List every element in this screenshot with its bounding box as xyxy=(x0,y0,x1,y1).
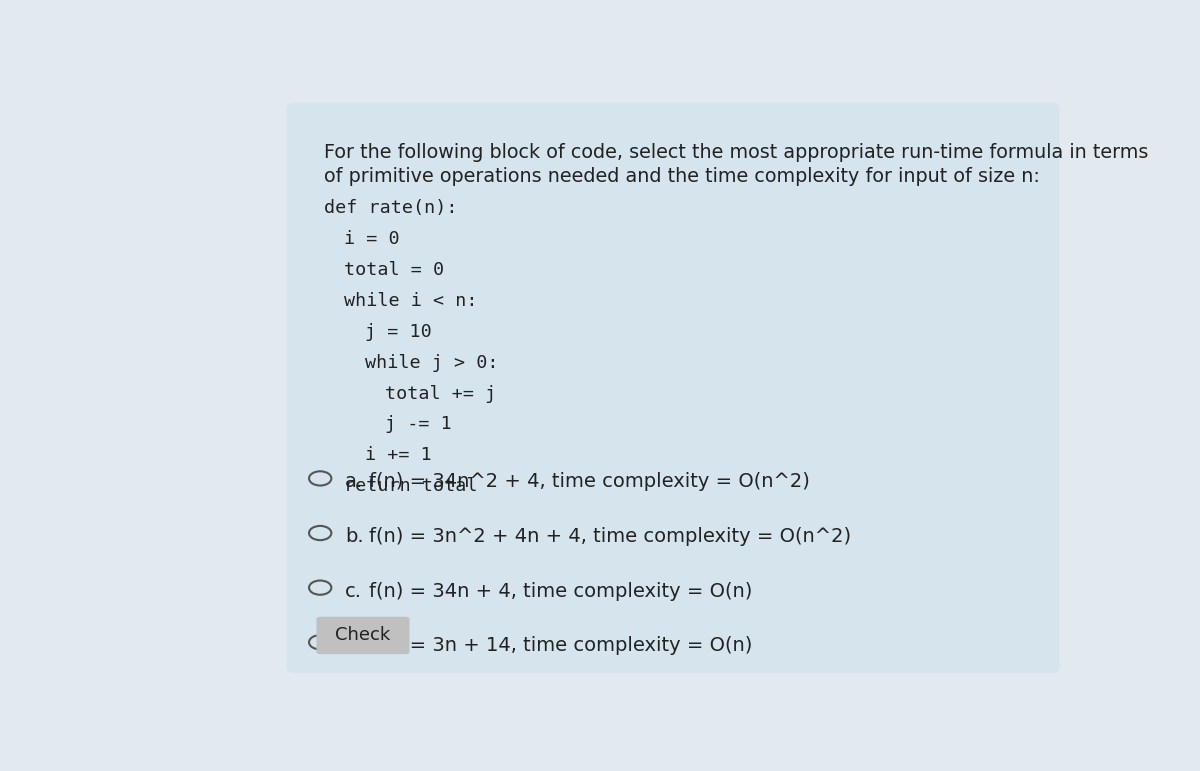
FancyBboxPatch shape xyxy=(317,617,409,654)
Text: while i < n:: while i < n: xyxy=(344,292,478,310)
Text: i += 1: i += 1 xyxy=(365,446,432,464)
Text: c.: c. xyxy=(346,581,362,601)
Text: while j > 0:: while j > 0: xyxy=(365,354,498,372)
Text: j -= 1: j -= 1 xyxy=(385,416,452,433)
Text: f(n) = 3n^2 + 4n + 4, time complexity = O(n^2): f(n) = 3n^2 + 4n + 4, time complexity = … xyxy=(368,527,851,546)
Text: f(n) = 34n^2 + 4, time complexity = O(n^2): f(n) = 34n^2 + 4, time complexity = O(n^… xyxy=(368,473,810,491)
Text: def rate(n):: def rate(n): xyxy=(324,200,457,217)
FancyBboxPatch shape xyxy=(287,103,1060,673)
Text: return total: return total xyxy=(344,477,478,495)
Text: j = 10: j = 10 xyxy=(365,323,432,341)
Text: Check: Check xyxy=(335,626,390,645)
Text: total += j: total += j xyxy=(385,385,497,402)
Text: For the following block of code, select the most appropriate run-time formula in: For the following block of code, select … xyxy=(324,143,1148,162)
Text: b.: b. xyxy=(346,527,364,546)
Text: d.: d. xyxy=(346,636,364,655)
Text: a.: a. xyxy=(346,473,364,491)
Text: f(n) = 34n + 4, time complexity = O(n): f(n) = 34n + 4, time complexity = O(n) xyxy=(368,581,752,601)
Text: f(n) = 3n + 14, time complexity = O(n): f(n) = 3n + 14, time complexity = O(n) xyxy=(368,636,752,655)
Text: total = 0: total = 0 xyxy=(344,261,444,279)
Text: of primitive operations needed and the time complexity for input of size n:: of primitive operations needed and the t… xyxy=(324,167,1039,186)
Text: i = 0: i = 0 xyxy=(344,231,400,248)
